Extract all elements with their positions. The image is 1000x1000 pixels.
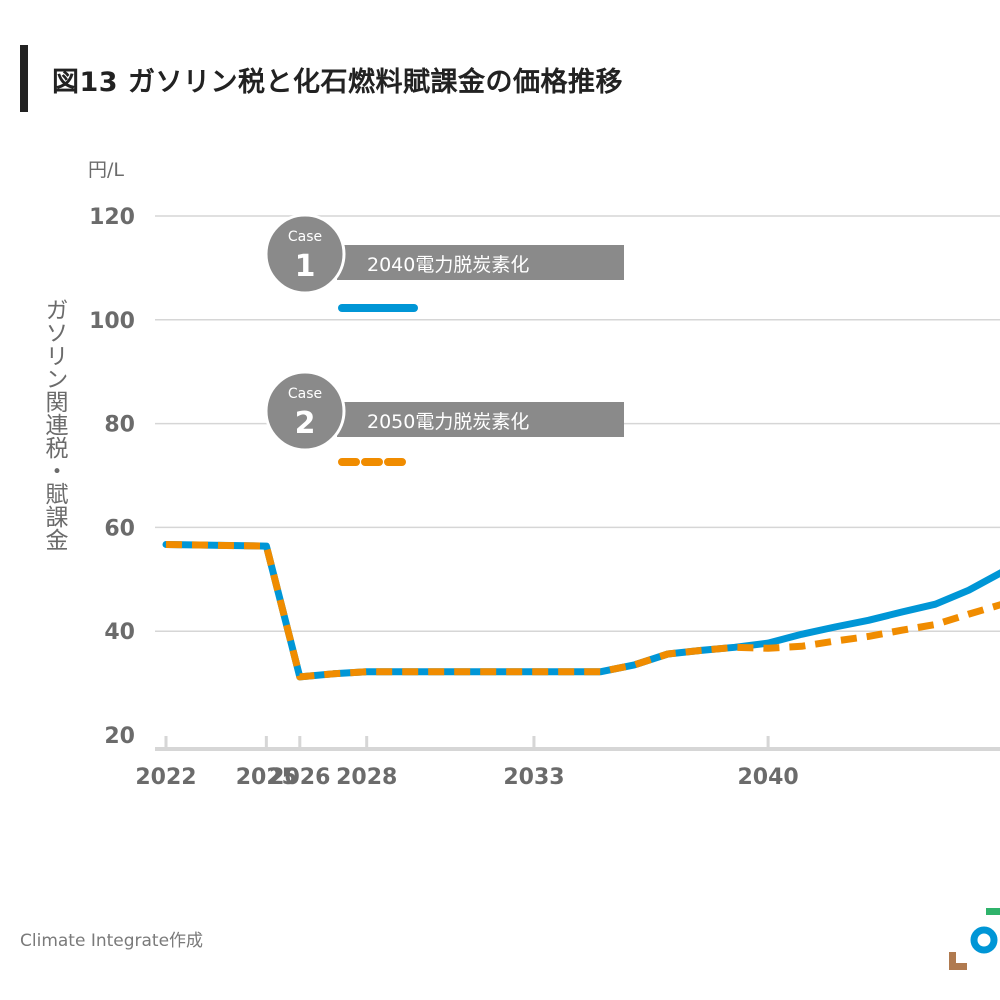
y-tick-label-80: 80 <box>104 413 135 438</box>
x-tick-label-2033: 2033 <box>503 765 564 790</box>
logo-brown-corner <box>949 952 967 970</box>
legend-case-1-case-word: Case <box>288 229 322 245</box>
legend-case-2-label-box <box>337 402 624 437</box>
y-axis-label: ガソリン関連税・賦課金 <box>41 298 67 551</box>
y-tick-label-20: 20 <box>104 724 135 749</box>
climate-integrate-logo <box>949 908 1000 970</box>
x-tick-label-2026: 2026 <box>269 765 330 790</box>
y-tick-label-100: 100 <box>89 309 135 334</box>
chart-title: 図13 ガソリン税と化石燃料賦課金の価格推移 <box>52 67 623 98</box>
series-lines <box>162 541 1000 681</box>
y-tick-label-120: 120 <box>89 205 135 230</box>
logo-blue-ring <box>970 926 998 954</box>
source-credit: Climate Integrate作成 <box>20 931 204 951</box>
legend-case-2-case-word: Case <box>288 386 322 402</box>
legend-case-1-label: 2040電力脱炭素化 <box>367 254 529 276</box>
legend-case-1: Case 1 2040電力脱炭素化 <box>264 213 624 312</box>
y-axis-unit: 円/L <box>88 159 124 181</box>
x-axis <box>155 736 1000 751</box>
y-tick-labels: 20 40 60 80 100 120 <box>89 205 135 749</box>
series-line-case-2 <box>165 541 1000 681</box>
y-tick-label-60: 60 <box>104 516 135 541</box>
y-tick-label-40: 40 <box>104 620 135 645</box>
legend-case-2: Case 2 2050電力脱炭素化 <box>264 370 624 466</box>
x-tick-label-2040: 2040 <box>737 765 798 790</box>
series-line-case-1 <box>162 541 1000 681</box>
legend-case-2-number: 2 <box>295 406 316 441</box>
x-tick-label-2025: 2025 <box>236 765 297 790</box>
title-accent-bar <box>20 45 28 112</box>
x-tick-label-2028: 2028 <box>336 765 397 790</box>
logo-green-bar <box>986 908 1000 915</box>
legend-case-1-badge <box>264 213 346 295</box>
legend-case-1-number: 1 <box>295 249 316 284</box>
legend-case-2-label: 2050電力脱炭素化 <box>367 411 529 433</box>
legend: Case 1 2040電力脱炭素化 Case 2 2050電力脱炭素化 <box>264 213 624 466</box>
legend-case-2-badge <box>264 370 346 452</box>
legend-case-1-label-box <box>337 245 624 280</box>
x-tick-label-2022: 2022 <box>135 765 196 790</box>
